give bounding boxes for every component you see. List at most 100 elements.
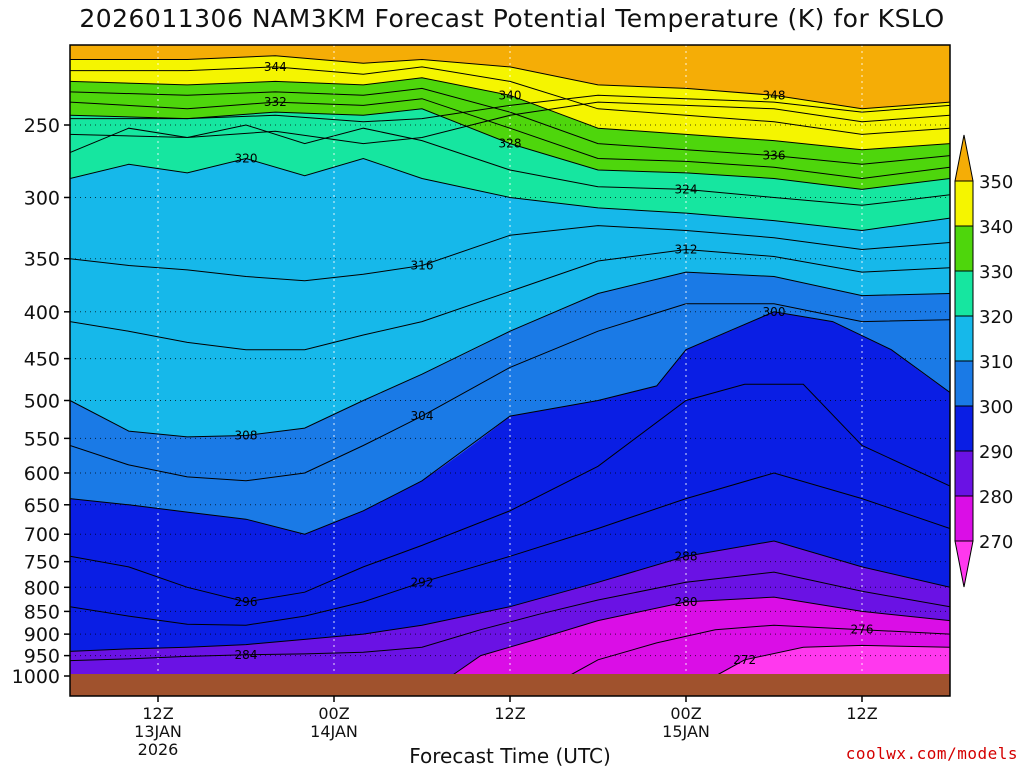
colorbar-label-270: 270 [979,532,1013,553]
contour-label-276: 276 [851,623,874,637]
colorbar-under-arrow [954,540,974,588]
colorbar-label-330: 330 [979,262,1013,283]
x-tick-label-18-1: 14JAN [310,722,358,741]
contour-theta_296 [70,383,950,603]
y-tick-label-250: 250 [24,115,60,137]
y-tick-label-650: 650 [24,495,60,517]
contour-theta_340 [70,77,950,151]
contour-theta_324 [70,124,950,206]
contour-theta_348 [70,55,950,110]
y-tick-label-750: 750 [24,552,60,574]
contour-theta_304 [70,303,950,482]
y-tick-label-600: 600 [24,463,60,485]
contour-label-272: 272 [733,653,756,667]
colorbar-label-310: 310 [979,352,1013,373]
x-tick-label-42-1: 15JAN [662,722,710,741]
contour-label-312: 312 [675,243,698,257]
colorbar-bin-300 [954,360,974,407]
y-tick-label-950: 950 [24,646,60,668]
x-tick-label-30-0: 12Z [494,704,525,723]
contour-label-316: 316 [411,258,434,272]
contour-theta_252 [70,101,950,145]
contour-label-332: 332 [264,95,287,109]
contour-theta_288 [70,540,950,652]
contour-theta_316 [70,225,950,282]
y-tick-label-1000: 1000 [12,666,60,688]
contour-label-336: 336 [763,149,786,163]
y-tick-label-300: 300 [24,187,60,209]
colorbar-bin-320 [954,270,974,317]
y-tick-label-800: 800 [24,577,60,599]
site-credit: coolwx.com/models [845,744,1018,763]
y-axis: 2503003504004505005506006507007508008509… [12,115,70,688]
contour-theta_292 [70,472,950,626]
contour-theta_312 [70,248,950,351]
band-290-300 [70,311,950,652]
x-axis-title: Forecast Time (UTC) [409,744,611,768]
contour-label-300: 300 [763,305,786,319]
x-tick-label-6-1: 13JAN [134,722,182,741]
colorbar-label-350: 350 [979,172,1013,193]
y-tick-label-550: 550 [24,428,60,450]
band-300-310 [70,272,950,535]
colorbar-bin-340 [954,180,974,227]
x-tick-label-6-2: 2026 [138,740,179,759]
colorbar: 350 340 330 320 310 300 290 280 270 [954,134,1013,588]
contour-label-288: 288 [675,549,698,563]
band-270-280 [70,597,950,676]
contour-label-296: 296 [235,595,258,609]
band-above-350 [70,45,950,109]
contour-label-324: 324 [675,182,698,196]
x-tick-label-6-0: 12Z [142,704,173,723]
contour-label-284: 284 [235,648,258,662]
x-tick-label-54-0: 12Z [846,704,877,723]
colorbar-label-340: 340 [979,217,1013,238]
contour-label-340: 340 [499,88,522,102]
y-tick-label-400: 400 [24,302,60,324]
y-tick-label-700: 700 [24,524,60,546]
colorbar-label-320: 320 [979,307,1013,328]
contour-theta_284 [70,571,950,662]
ground-layer [70,674,950,696]
contour-lines [70,55,950,677]
x-tick-label-42-0: 00Z [670,704,701,723]
colorbar-label-280: 280 [979,487,1013,508]
contour-label-308: 308 [235,428,258,442]
x-tick-label-18-0: 00Z [318,704,349,723]
contour-label-344: 344 [264,60,287,74]
contour-label-280: 280 [675,595,698,609]
contour-theta_320 [70,157,950,232]
colorbar-over-arrow [954,134,974,182]
y-tick-label-900: 900 [24,624,60,646]
contour-theta_336 [70,87,950,165]
contour-theta_300 [70,311,950,535]
contour-theta_276 [568,624,950,677]
band-280-290 [70,541,950,676]
contour-labels: 348 344 340 336 332 328 324 320 316 312 308 304 300 2… [235,60,874,667]
colorbar-label-300: 300 [979,397,1013,418]
contour-theta_256 [70,94,950,123]
contour-theta_272 [715,644,950,677]
contour-label-304: 304 [411,409,434,423]
colorbar-bin-310 [954,315,974,362]
colorbar-bin-280 [954,450,974,497]
colorbar-bin-290 [954,405,974,452]
contour-theta_308 [70,271,950,438]
contour-label-292: 292 [411,575,434,589]
contour-label-348: 348 [763,88,786,102]
chart-title: 2026011306 NAM3KM Forecast Potential Tem… [79,4,945,33]
ground-surface [70,674,950,696]
colorbar-bin-270 [954,495,974,542]
contour-theta_280 [451,596,950,677]
colorbar-bin-330 [954,225,974,272]
contour-theta_332 [70,98,950,180]
colorbar-label-290: 290 [979,442,1013,463]
band-330-340 [70,77,950,190]
contour-label-328: 328 [499,137,522,151]
y-tick-label-850: 850 [24,601,60,623]
y-tick-label-450: 450 [24,349,60,371]
band-340-350 [70,55,950,150]
y-tick-label-350: 350 [24,249,60,271]
